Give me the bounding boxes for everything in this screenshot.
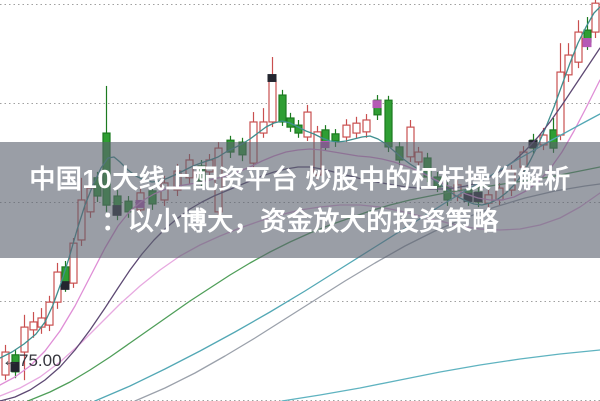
candle-body-up: [574, 31, 583, 63]
candle-mark-purple: [582, 38, 592, 48]
candle-body-down: [331, 133, 340, 142]
ma-longest-teal-line: [281, 349, 600, 401]
candle-mark-dark: [10, 361, 20, 372]
candle-body-up: [591, 2, 600, 33]
candle-body-up: [268, 79, 277, 123]
candle-body-up: [20, 326, 29, 353]
candle-body-up: [352, 122, 361, 134]
candle-body-up: [342, 124, 351, 138]
candle-mark-dark: [267, 74, 277, 82]
price-marker-label: ←75.00: [2, 351, 62, 371]
candle-mark-purple: [372, 100, 382, 109]
candle-body-down: [278, 94, 287, 123]
candle-body-down: [384, 99, 393, 148]
candle-body-up: [29, 321, 38, 331]
candle-body-up: [303, 111, 312, 138]
title-line-1: 中国10大线上配资平台 炒股中的杠杆操作解析: [29, 164, 571, 194]
candle-body-up: [259, 121, 268, 134]
candle-body-up: [1, 351, 10, 376]
title-overlay-banner: 中国10大线上配资平台 炒股中的杠杆操作解析 ：以小博大，资金放大的投资策略: [0, 142, 600, 258]
title-line-2: ：以小博大，资金放大的投资策略: [101, 206, 499, 236]
candle-body-up: [362, 119, 371, 133]
candle-body-up: [564, 54, 573, 76]
candle-mark-dark: [60, 281, 70, 290]
